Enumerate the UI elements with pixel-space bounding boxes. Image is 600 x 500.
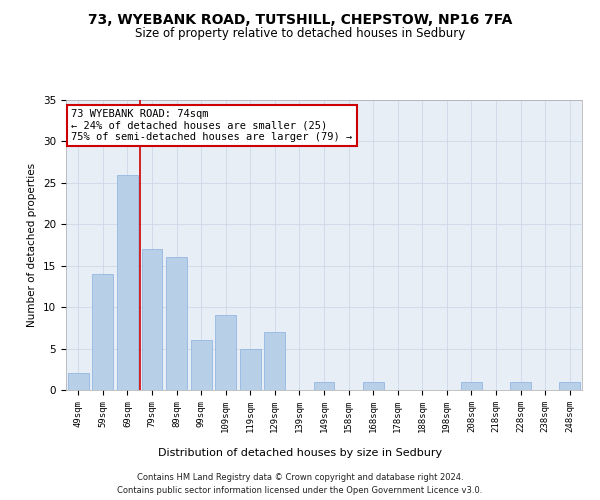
Bar <box>215 316 236 390</box>
Bar <box>191 340 212 390</box>
Bar <box>559 382 580 390</box>
Text: Contains public sector information licensed under the Open Government Licence v3: Contains public sector information licen… <box>118 486 482 495</box>
Text: 73, WYEBANK ROAD, TUTSHILL, CHEPSTOW, NP16 7FA: 73, WYEBANK ROAD, TUTSHILL, CHEPSTOW, NP… <box>88 12 512 26</box>
Text: 73 WYEBANK ROAD: 74sqm
← 24% of detached houses are smaller (25)
75% of semi-det: 73 WYEBANK ROAD: 74sqm ← 24% of detached… <box>71 108 352 142</box>
Bar <box>166 258 187 390</box>
Bar <box>265 332 286 390</box>
Text: Contains HM Land Registry data © Crown copyright and database right 2024.: Contains HM Land Registry data © Crown c… <box>137 472 463 482</box>
Text: Size of property relative to detached houses in Sedbury: Size of property relative to detached ho… <box>135 28 465 40</box>
Bar <box>510 382 531 390</box>
Bar <box>92 274 113 390</box>
Bar <box>240 348 261 390</box>
Text: Distribution of detached houses by size in Sedbury: Distribution of detached houses by size … <box>158 448 442 458</box>
Bar <box>314 382 334 390</box>
Bar <box>142 249 163 390</box>
Y-axis label: Number of detached properties: Number of detached properties <box>28 163 37 327</box>
Bar <box>362 382 383 390</box>
Bar <box>68 374 89 390</box>
Bar <box>461 382 482 390</box>
Bar <box>117 174 138 390</box>
